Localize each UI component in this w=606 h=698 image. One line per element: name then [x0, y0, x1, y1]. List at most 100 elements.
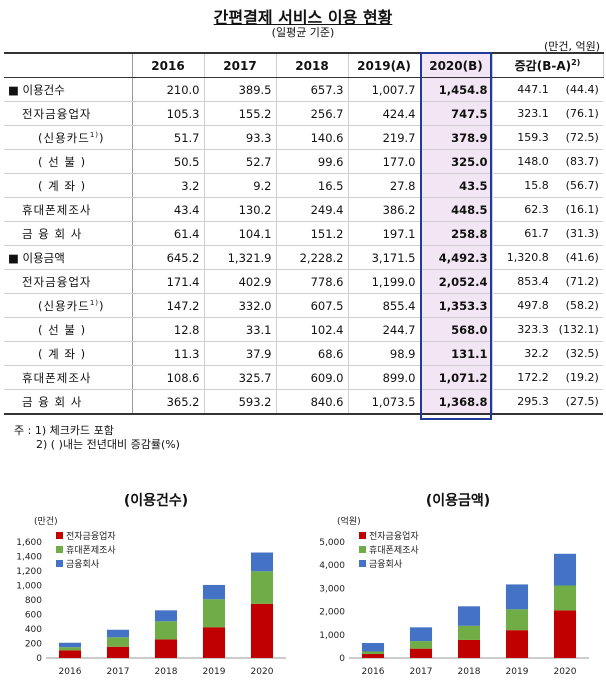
- header-cell: [4, 52, 133, 78]
- table-row: 금 융 회 사 61.4 104.1 151.2 197.1 258.8 61.7 (31.3…: [4, 221, 603, 246]
- value-cell: 568.0: [420, 317, 493, 342]
- bar-segment: [58, 650, 82, 658]
- value-cell: 1,199.0: [348, 269, 421, 294]
- bar-segment: [106, 629, 130, 638]
- change-cell: 323.1 (76.1): [492, 101, 603, 126]
- legend-swatch: [359, 560, 366, 567]
- bar-segment: [409, 641, 433, 649]
- x-tick-label: 2016: [59, 667, 82, 677]
- unit-label: (만건, 억원): [543, 40, 600, 53]
- value-cell: 256.7: [276, 101, 349, 126]
- value-cell: 424.4: [348, 101, 421, 126]
- change-cell: 853.4 (71.2): [492, 269, 603, 294]
- page-title: 간편결제 서비스 이용 현황: [213, 8, 393, 27]
- bar-segment: [202, 599, 226, 628]
- row-label: 전자금융업자: [4, 101, 133, 126]
- value-cell: 657.3: [276, 77, 349, 102]
- value-cell: 609.0: [276, 365, 349, 390]
- value-cell: 1,454.8: [420, 77, 493, 102]
- value-cell: 448.5: [420, 197, 493, 222]
- value-cell: 1,071.2: [420, 365, 493, 390]
- table-row: ■ 이용금액 645.2 1,321.9 2,228.2 3,171.5 4,492.3 1…: [4, 245, 603, 270]
- change-cell: 15.8 (56.7): [492, 173, 603, 198]
- value-cell: 155.2: [204, 101, 277, 126]
- value-cell: 11.3: [132, 341, 205, 366]
- legend-label: 금융회사: [369, 559, 403, 570]
- value-cell: 1,073.5: [348, 389, 421, 415]
- legend-swatch: [56, 560, 63, 567]
- y-tick-label: 4,000: [319, 561, 345, 571]
- legend-swatch: [359, 532, 366, 539]
- value-cell: 747.5: [420, 101, 493, 126]
- value-cell: 50.5: [132, 149, 205, 174]
- legend-swatch: [359, 546, 366, 553]
- bar-segment: [505, 584, 529, 610]
- x-tick-label: 2020: [251, 667, 274, 677]
- footnotes: 주 : 1) 체크카드 포함 2) ( )내는 전년대비 증감률(%): [14, 424, 180, 452]
- y-tick-label: 1,000: [319, 631, 345, 641]
- value-cell: 147.2: [132, 293, 205, 318]
- value-cell: 9.2: [204, 173, 277, 198]
- value-cell: 378.9: [420, 125, 493, 150]
- value-cell: 140.6: [276, 125, 349, 150]
- value-cell: 104.1: [204, 221, 277, 246]
- value-cell: 37.9: [204, 341, 277, 366]
- bar-segment: [505, 609, 529, 631]
- value-cell: 102.4: [276, 317, 349, 342]
- y-tick-label: 200: [25, 640, 42, 650]
- change-cell: 447.1 (44.4): [492, 77, 603, 102]
- value-cell: 258.8: [420, 221, 493, 246]
- bar-segment: [553, 585, 577, 611]
- table-row: 전자금융업자 105.3 155.2 256.7 424.4 747.5 323.1 (76.…: [4, 101, 603, 126]
- bar-segment: [106, 646, 130, 658]
- header-sup: 2): [571, 58, 581, 67]
- bar-segment: [58, 642, 82, 648]
- bar-segment: [250, 603, 274, 658]
- bar-segment: [409, 648, 433, 658]
- value-cell: 3.2: [132, 173, 205, 198]
- y-tick-label: 800: [25, 596, 42, 606]
- change-cell: 61.7 (31.3): [492, 221, 603, 246]
- row-label: (신용카드1)): [4, 293, 133, 318]
- x-tick-label: 2017: [410, 667, 433, 677]
- x-tick-label: 2019: [506, 667, 529, 677]
- legend-label: 전자금융업자: [369, 531, 419, 542]
- bar-segment: [457, 639, 481, 658]
- value-cell: 1,007.7: [348, 77, 421, 102]
- value-cell: 840.6: [276, 389, 349, 415]
- bar-segment: [202, 627, 226, 658]
- row-label: ( 선 불 ): [4, 149, 133, 174]
- legend-label: 휴대폰제조사: [369, 545, 419, 556]
- table-row: ■ 이용건수 210.0 389.5 657.3 1,007.7 1,454.8 447.1…: [4, 77, 603, 102]
- table-row: 전자금융업자 171.4 402.9 778.6 1,199.0 2,052.4 853.4…: [4, 269, 603, 294]
- value-cell: 899.0: [348, 365, 421, 390]
- value-cell: 389.5: [204, 77, 277, 102]
- stats-table: 2016 2017 2018 2019(A) 2020(B) 증감(B-A)2) ■ 이용…: [4, 52, 604, 415]
- value-cell: 3,171.5: [348, 245, 421, 270]
- change-cell: 295.3 (27.5): [492, 389, 603, 415]
- table-row: (신용카드1)) 147.2 332.0 607.5 855.4 1,353.3 497.8…: [4, 293, 603, 318]
- value-cell: 68.6: [276, 341, 349, 366]
- chart-usage-amount: (억원) 0 1,000 2,000 3,000 4,000 5,000 2016 2017 20…: [319, 515, 589, 677]
- table-row: ( 선 불 ) 50.5 52.7 99.6 177.0 325.0 148.0 (83.7): [4, 149, 603, 174]
- table-row: 휴대폰제조사 43.4 130.2 249.4 386.2 448.5 62.3 (16.1): [4, 197, 603, 222]
- change-cell: 172.2 (19.2): [492, 365, 603, 390]
- value-cell: 365.2: [132, 389, 205, 415]
- legend-label: 휴대폰제조사: [66, 545, 116, 556]
- value-cell: 325.0: [420, 149, 493, 174]
- y-tick-label: 1,200: [16, 567, 42, 577]
- bar-segment: [154, 621, 178, 640]
- row-label: 휴대폰제조사: [4, 365, 133, 390]
- page-subtitle: (일평균 기준): [271, 26, 335, 39]
- row-label: ( 계 좌 ): [4, 341, 133, 366]
- value-cell: 33.1: [204, 317, 277, 342]
- x-tick-label: 2019: [203, 667, 226, 677]
- value-cell: 108.6: [132, 365, 205, 390]
- value-cell: 130.2: [204, 197, 277, 222]
- bar-segment: [58, 647, 82, 651]
- bar-segment: [505, 630, 529, 658]
- bar-segment: [457, 625, 481, 640]
- value-cell: 249.4: [276, 197, 349, 222]
- table-row: ( 선 불 ) 12.8 33.1 102.4 244.7 568.0 323.3 (132.…: [4, 317, 603, 342]
- value-cell: 244.7: [348, 317, 421, 342]
